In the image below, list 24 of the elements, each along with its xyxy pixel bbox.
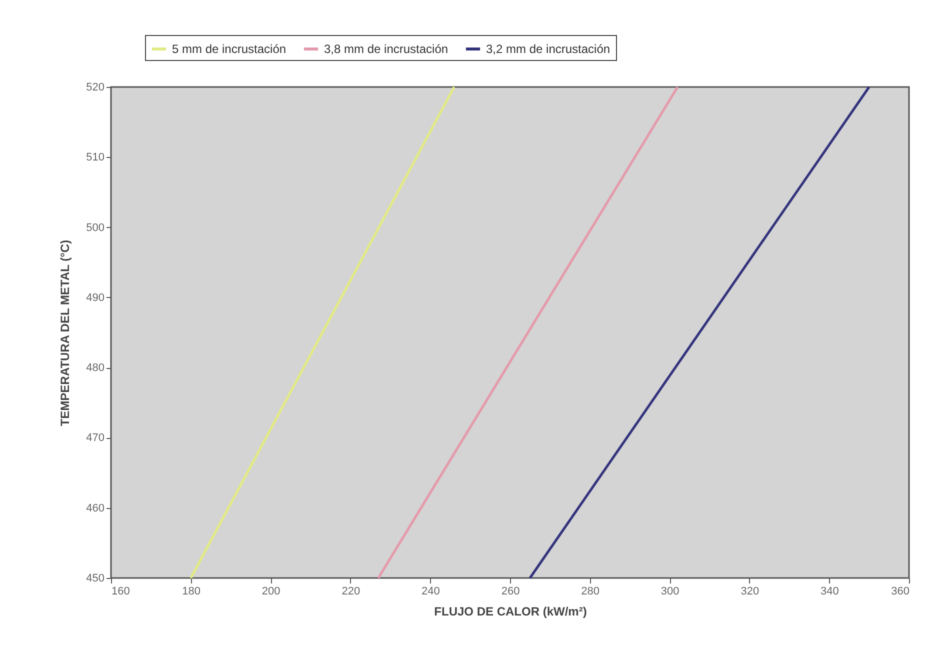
y-tick-label: 460 — [86, 502, 104, 514]
y-tick-label: 520 — [86, 82, 104, 94]
x-tick-label: 320 — [740, 586, 760, 598]
x-tick-label: 240 — [422, 586, 440, 598]
x-tick-label: 220 — [342, 586, 360, 598]
y-axis-title: TEMPERATURA DEL METAL (°C) — [58, 240, 72, 426]
x-tick-label: 340 — [820, 586, 839, 598]
legend-label: 3,8 mm de incrustación — [324, 42, 448, 56]
x-axis-title: FLUJO DE CALOR (kW/m²) — [434, 604, 587, 618]
x-tick-label: 260 — [501, 586, 520, 598]
x-tick-label: 160 — [112, 586, 130, 598]
y-tick-label: 480 — [86, 362, 104, 374]
y-tick-label: 510 — [86, 152, 104, 164]
legend-label: 3,2 mm de incrustación — [486, 42, 610, 56]
x-tick-label: 200 — [262, 586, 280, 598]
x-tick-label: 180 — [182, 586, 200, 598]
y-tick-label: 450 — [86, 572, 104, 584]
legend-label: 5 mm de incrustación — [172, 42, 286, 56]
x-tick-label: 360 — [891, 586, 910, 598]
y-tick-label: 490 — [86, 292, 104, 304]
y-tick-label: 500 — [86, 222, 104, 234]
x-tick-label: 300 — [660, 586, 680, 598]
x-tick-label: 280 — [581, 586, 600, 598]
y-tick-label: 470 — [86, 432, 104, 444]
